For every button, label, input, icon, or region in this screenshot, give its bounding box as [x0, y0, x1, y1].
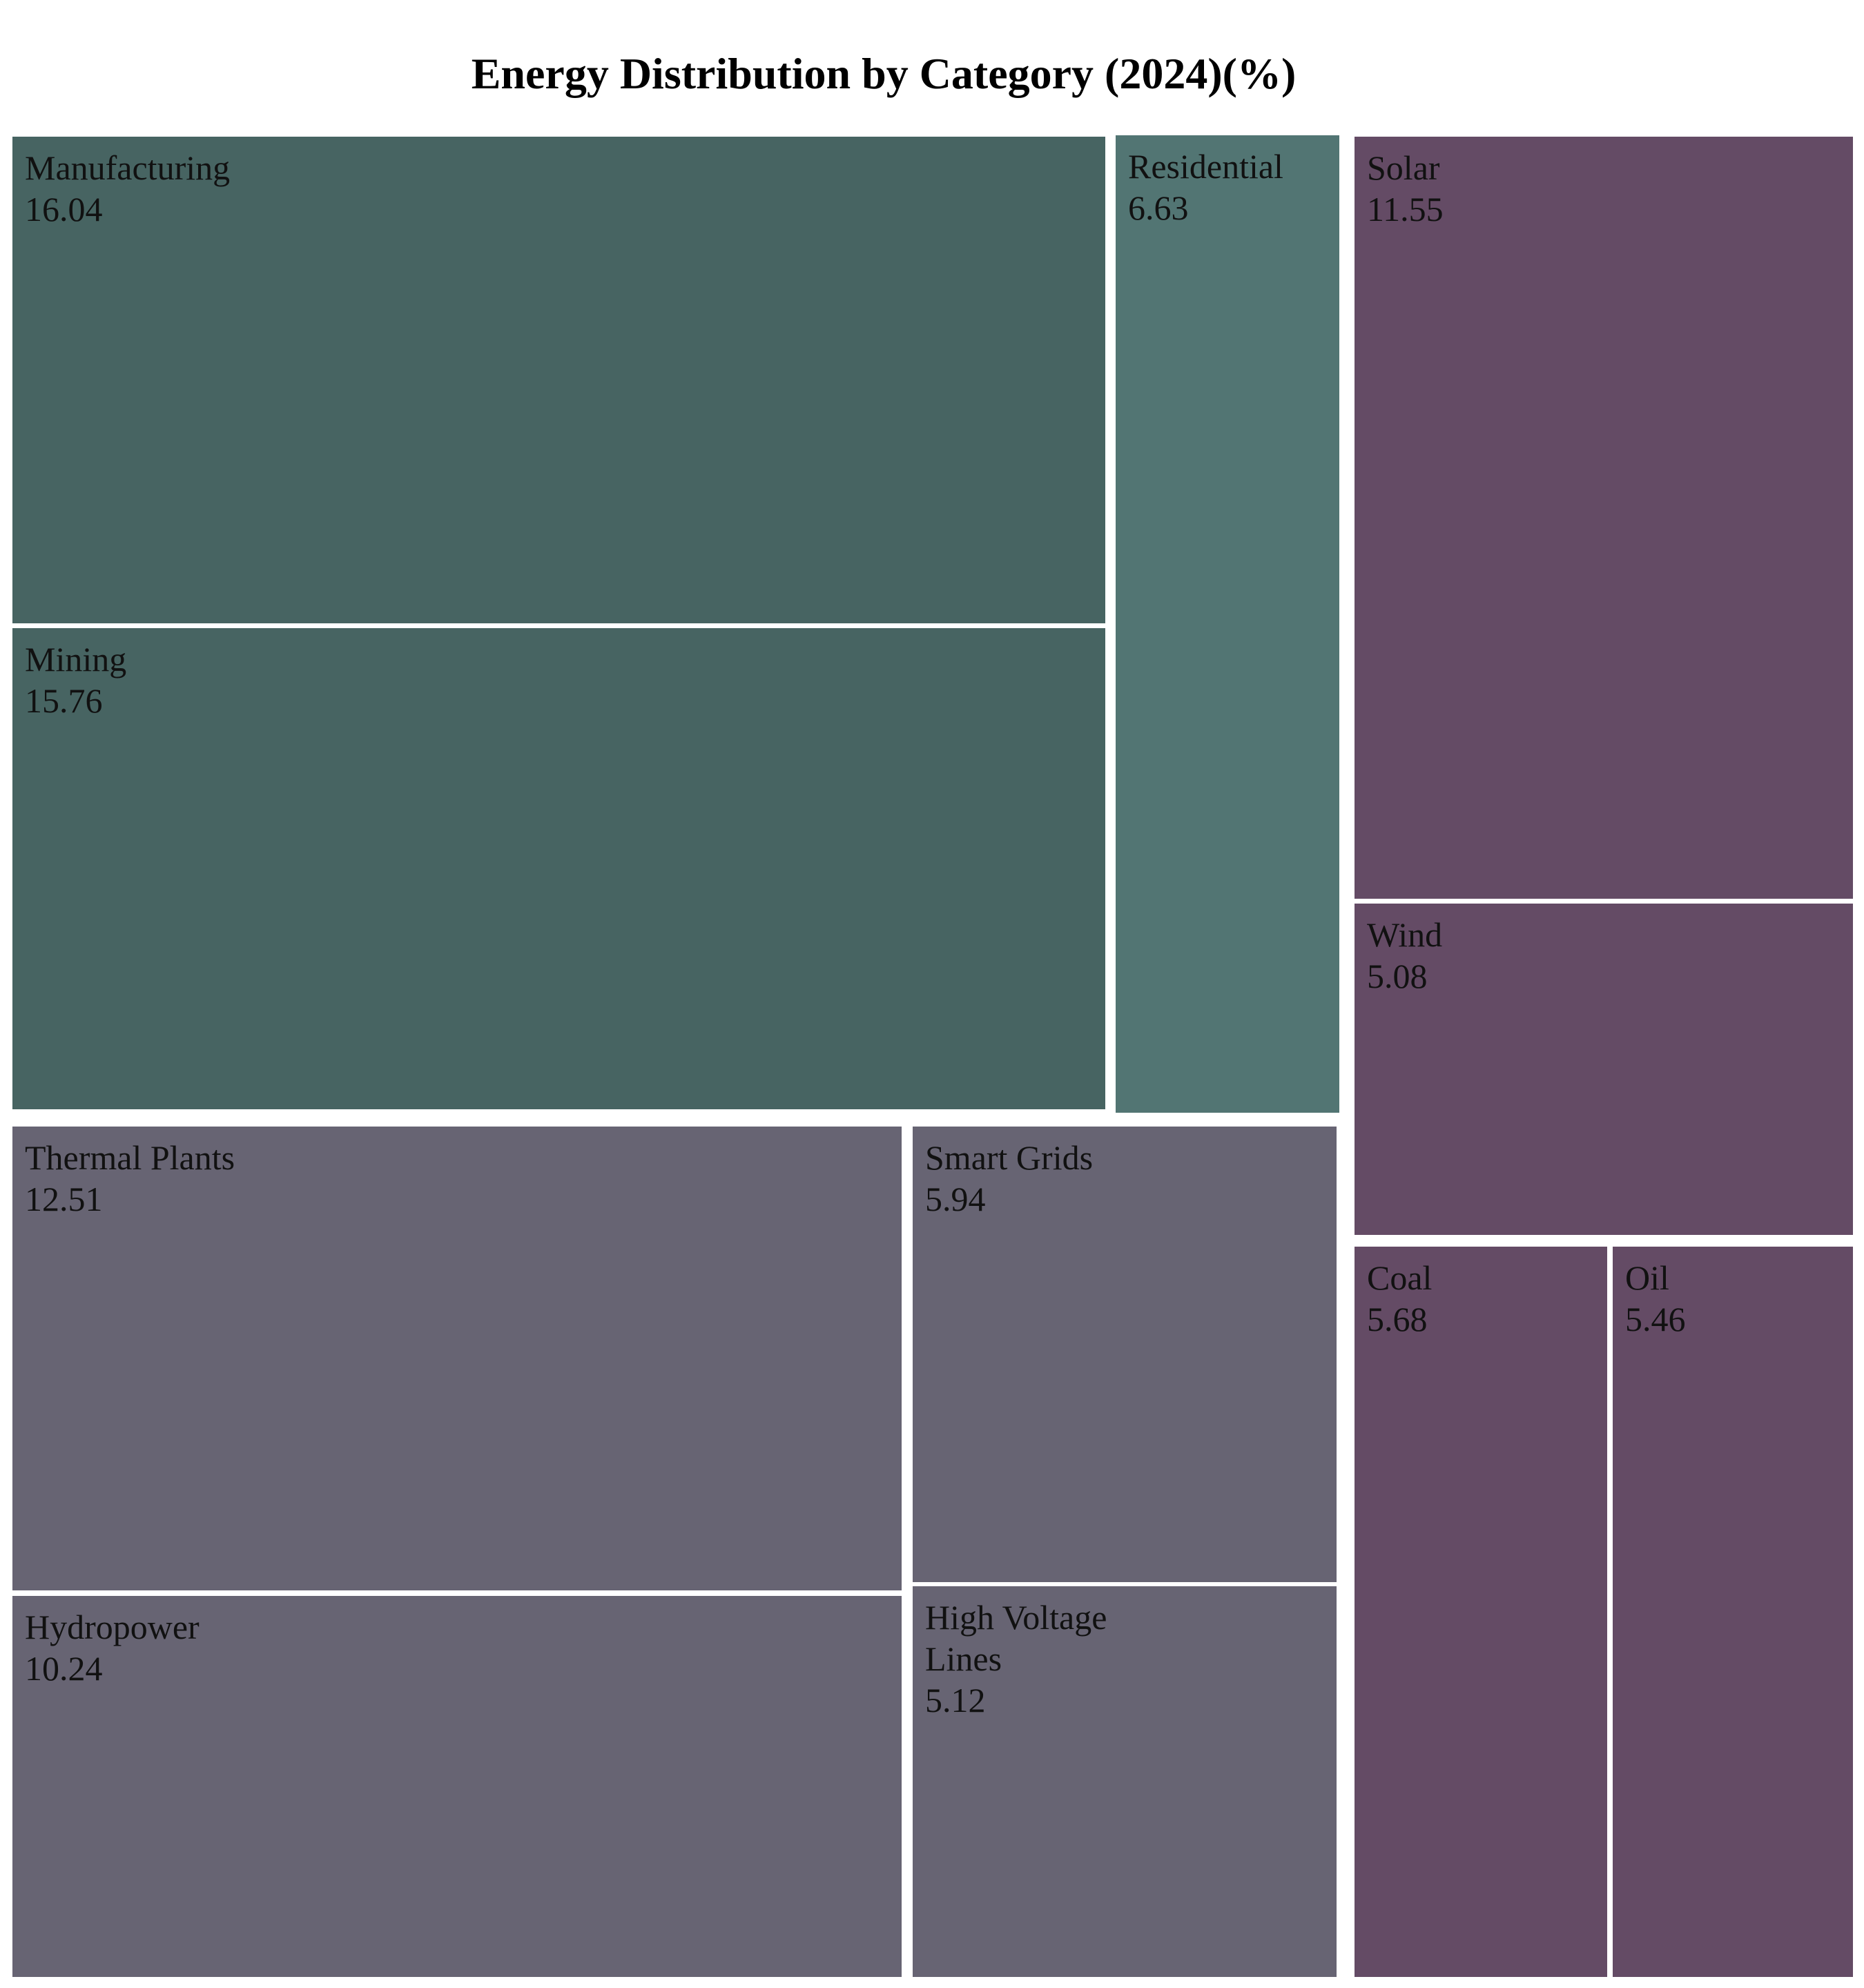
tile-mining [12, 628, 1105, 1109]
tile-residential [1116, 135, 1339, 1113]
tile-label-residential: Residential [1128, 147, 1283, 186]
tile-value-oil: 5.46 [1625, 1300, 1686, 1338]
tile-thermal-plants [12, 1127, 902, 1590]
tile-label-solar: Solar [1367, 148, 1440, 187]
chart-title: Energy Distribution by Category (2024)(%… [471, 49, 1297, 98]
tile-label-smart-grids: Smart Grids [925, 1138, 1093, 1177]
tile-value-thermal-plants: 12.51 [25, 1180, 103, 1218]
tile-value-mining: 15.76 [25, 681, 103, 720]
tile-oil [1613, 1247, 1853, 1977]
tile-value-hydropower: 10.24 [25, 1649, 103, 1688]
tile-label-oil: Oil [1625, 1258, 1669, 1297]
tile-label-thermal-plants: Thermal Plants [25, 1138, 235, 1177]
tile-value-manufacturing: 16.04 [25, 190, 103, 228]
tile-manufacturing [12, 137, 1105, 623]
tile-label-high-voltage-lines: High Voltage Lines [925, 1598, 1107, 1678]
tile-smart-grids [913, 1127, 1337, 1582]
tile-solar [1355, 137, 1853, 899]
tile-label-coal: Coal [1367, 1258, 1432, 1297]
tile-label-wind: Wind [1367, 915, 1442, 954]
tile-value-wind: 5.08 [1367, 957, 1428, 995]
tile-value-coal: 5.68 [1367, 1300, 1428, 1338]
tile-value-high-voltage-lines: 5.12 [925, 1681, 986, 1719]
tile-high-voltage-lines [913, 1586, 1337, 1977]
tile-coal [1355, 1247, 1607, 1977]
tile-label-manufacturing: Manufacturing [25, 148, 230, 187]
tile-label-hydropower: Hydropower [25, 1608, 200, 1646]
tile-label-mining: Mining [25, 640, 126, 679]
tile-value-smart-grids: 5.94 [925, 1180, 986, 1218]
tile-value-residential: 6.63 [1128, 188, 1189, 227]
tile-value-solar: 11.55 [1367, 190, 1444, 228]
tile-wind [1355, 904, 1853, 1235]
tile-hydropower [12, 1596, 902, 1977]
